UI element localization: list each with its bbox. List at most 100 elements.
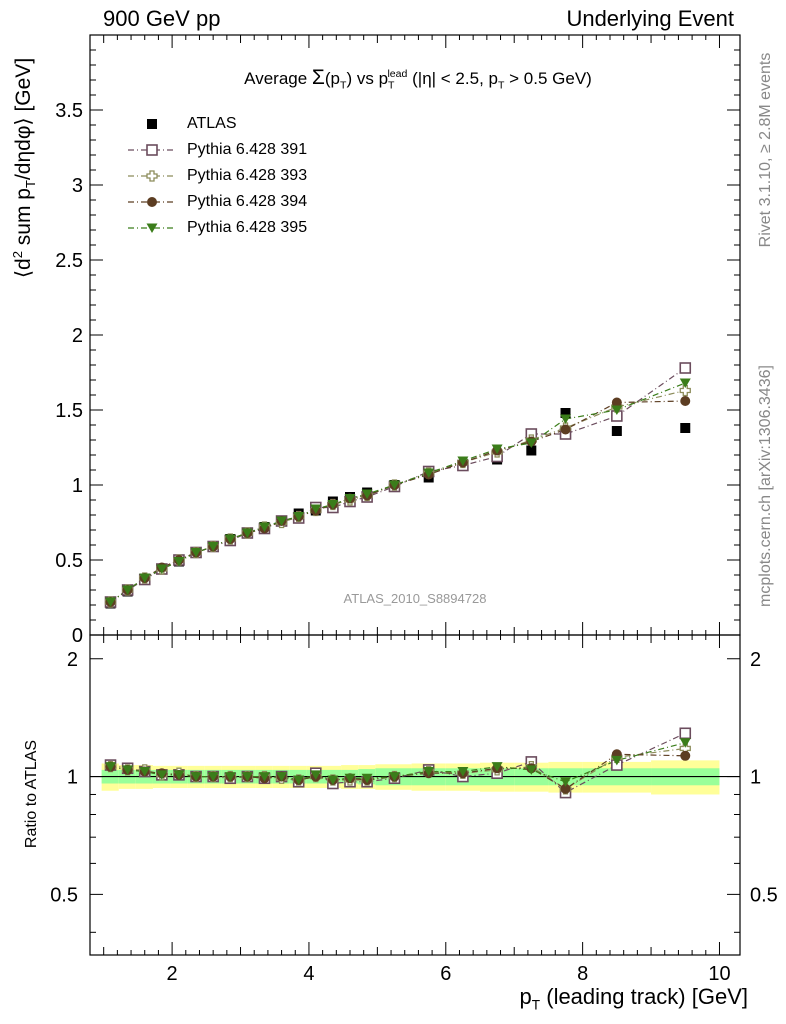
ratio-data-point bbox=[679, 727, 692, 740]
data-point bbox=[241, 528, 253, 538]
legend-label-391: Pythia 6.428 391 bbox=[187, 141, 308, 158]
ratio-y-tick-label-right: 1 bbox=[750, 767, 761, 789]
ratio-data-point bbox=[122, 765, 134, 775]
x-tick-label: 6 bbox=[440, 963, 451, 985]
ratio-y-tick-label-right: 0.5 bbox=[750, 884, 778, 906]
data-point bbox=[224, 534, 236, 544]
data-point bbox=[156, 564, 168, 574]
legend-label-393: Pythia 6.428 393 bbox=[187, 167, 308, 184]
data-point bbox=[258, 522, 270, 532]
x-tick-label: 10 bbox=[708, 963, 730, 985]
y-tick-label: 0.5 bbox=[55, 550, 83, 572]
ratio-y-tick-label: 1 bbox=[67, 767, 78, 789]
x-axis-label: pT (leading track) [GeV] bbox=[519, 984, 748, 1013]
data-point bbox=[611, 405, 623, 415]
legend-marker bbox=[146, 223, 158, 233]
legend-marker bbox=[146, 144, 158, 156]
rivet-version-label: Rivet 3.1.10, ≥ 2.8M events bbox=[757, 52, 774, 248]
data-point bbox=[560, 414, 572, 424]
ratio-data-point bbox=[276, 772, 288, 782]
data-point bbox=[276, 516, 288, 526]
x-tick-label: 4 bbox=[303, 963, 314, 985]
data-point bbox=[423, 468, 435, 478]
data-point bbox=[611, 397, 622, 408]
legend-marker bbox=[147, 197, 157, 207]
data-point bbox=[293, 512, 305, 522]
data-point bbox=[526, 445, 537, 456]
y-tick-label: 3.5 bbox=[55, 100, 83, 122]
data-point bbox=[190, 548, 202, 558]
ratio-data-point bbox=[207, 772, 219, 782]
y-tick-label: 1 bbox=[72, 475, 83, 497]
ratio-data-point bbox=[293, 775, 305, 785]
process-label: Underlying Event bbox=[566, 6, 734, 31]
data-point bbox=[611, 426, 622, 436]
series-line bbox=[110, 382, 686, 603]
legend-label-atlas: ATLAS bbox=[187, 115, 237, 132]
x-tick-label: 8 bbox=[577, 963, 588, 985]
ratio-y-tick-label: 0.5 bbox=[50, 884, 78, 906]
legend-label-394: Pythia 6.428 394 bbox=[187, 193, 308, 210]
data-point bbox=[457, 456, 469, 466]
data-point bbox=[139, 573, 151, 583]
ratio-data-point bbox=[310, 770, 322, 780]
data-point bbox=[207, 542, 219, 552]
legend-marker bbox=[147, 119, 157, 129]
data-point bbox=[491, 444, 503, 454]
ratio-data-point bbox=[423, 767, 435, 777]
ratio-y-tick-label-right: 2 bbox=[750, 649, 761, 671]
ratio-data-point bbox=[679, 738, 691, 748]
y-tick-label: 2 bbox=[72, 325, 83, 347]
ratio-data-point bbox=[190, 772, 202, 782]
mcplots-label: mcplots.cern.ch [arXiv:1306.3436] bbox=[757, 365, 774, 607]
ratio-data-point bbox=[680, 750, 691, 761]
ratio-data-point bbox=[105, 762, 117, 772]
ratio-data-point bbox=[457, 767, 469, 777]
ratio-data-point bbox=[560, 777, 572, 787]
y-axis-label-ratio: Ratio to ATLAS bbox=[23, 739, 40, 849]
data-point bbox=[680, 396, 691, 406]
data-point bbox=[560, 424, 571, 435]
series-line bbox=[110, 400, 686, 603]
ratio-y-tick-label: 2 bbox=[67, 649, 78, 671]
ratio-data-point bbox=[139, 767, 151, 777]
y-tick-label: 1.5 bbox=[55, 400, 83, 422]
ratio-data-point bbox=[611, 755, 623, 766]
ratio-data-point bbox=[491, 762, 503, 772]
analysis-tag: ATLAS_2010_S8894728 bbox=[343, 591, 487, 606]
data-point bbox=[310, 504, 322, 514]
data-point bbox=[525, 438, 537, 448]
data-point bbox=[679, 378, 691, 388]
y-tick-label: 0 bbox=[72, 625, 83, 647]
data-point bbox=[679, 362, 692, 374]
ratio-data-point bbox=[241, 772, 253, 782]
ratio-data-point bbox=[327, 775, 339, 785]
y-tick-label: 2.5 bbox=[55, 250, 83, 272]
data-point bbox=[679, 384, 691, 397]
ratio-frame bbox=[89, 634, 741, 956]
data-point bbox=[122, 585, 134, 595]
data-point bbox=[105, 597, 117, 607]
data-point bbox=[327, 500, 339, 510]
data-point bbox=[388, 480, 400, 490]
ratio-data-point bbox=[525, 765, 537, 775]
data-point bbox=[344, 494, 356, 504]
ratio-data-point bbox=[156, 770, 168, 780]
legend-label-395: Pythia 6.428 395 bbox=[187, 219, 308, 236]
y-axis-label-main: ⟨d2 sum pT/dηdφ⟩ [GeV] bbox=[9, 57, 39, 279]
data-point bbox=[173, 557, 185, 567]
data-point bbox=[361, 489, 373, 499]
series-line bbox=[110, 389, 686, 603]
legend-marker bbox=[146, 170, 158, 182]
collision-label: 900 GeV pp bbox=[103, 6, 221, 31]
ratio-data-point bbox=[361, 773, 373, 784]
data-point bbox=[560, 408, 571, 418]
ratio-data-point bbox=[388, 772, 400, 782]
y-tick-label: 3 bbox=[72, 175, 83, 197]
ratio-data-point bbox=[173, 770, 185, 780]
ratio-data-point bbox=[258, 772, 270, 782]
ratio-data-point bbox=[560, 783, 571, 794]
data-point bbox=[680, 423, 691, 433]
ratio-data-point bbox=[224, 772, 236, 782]
